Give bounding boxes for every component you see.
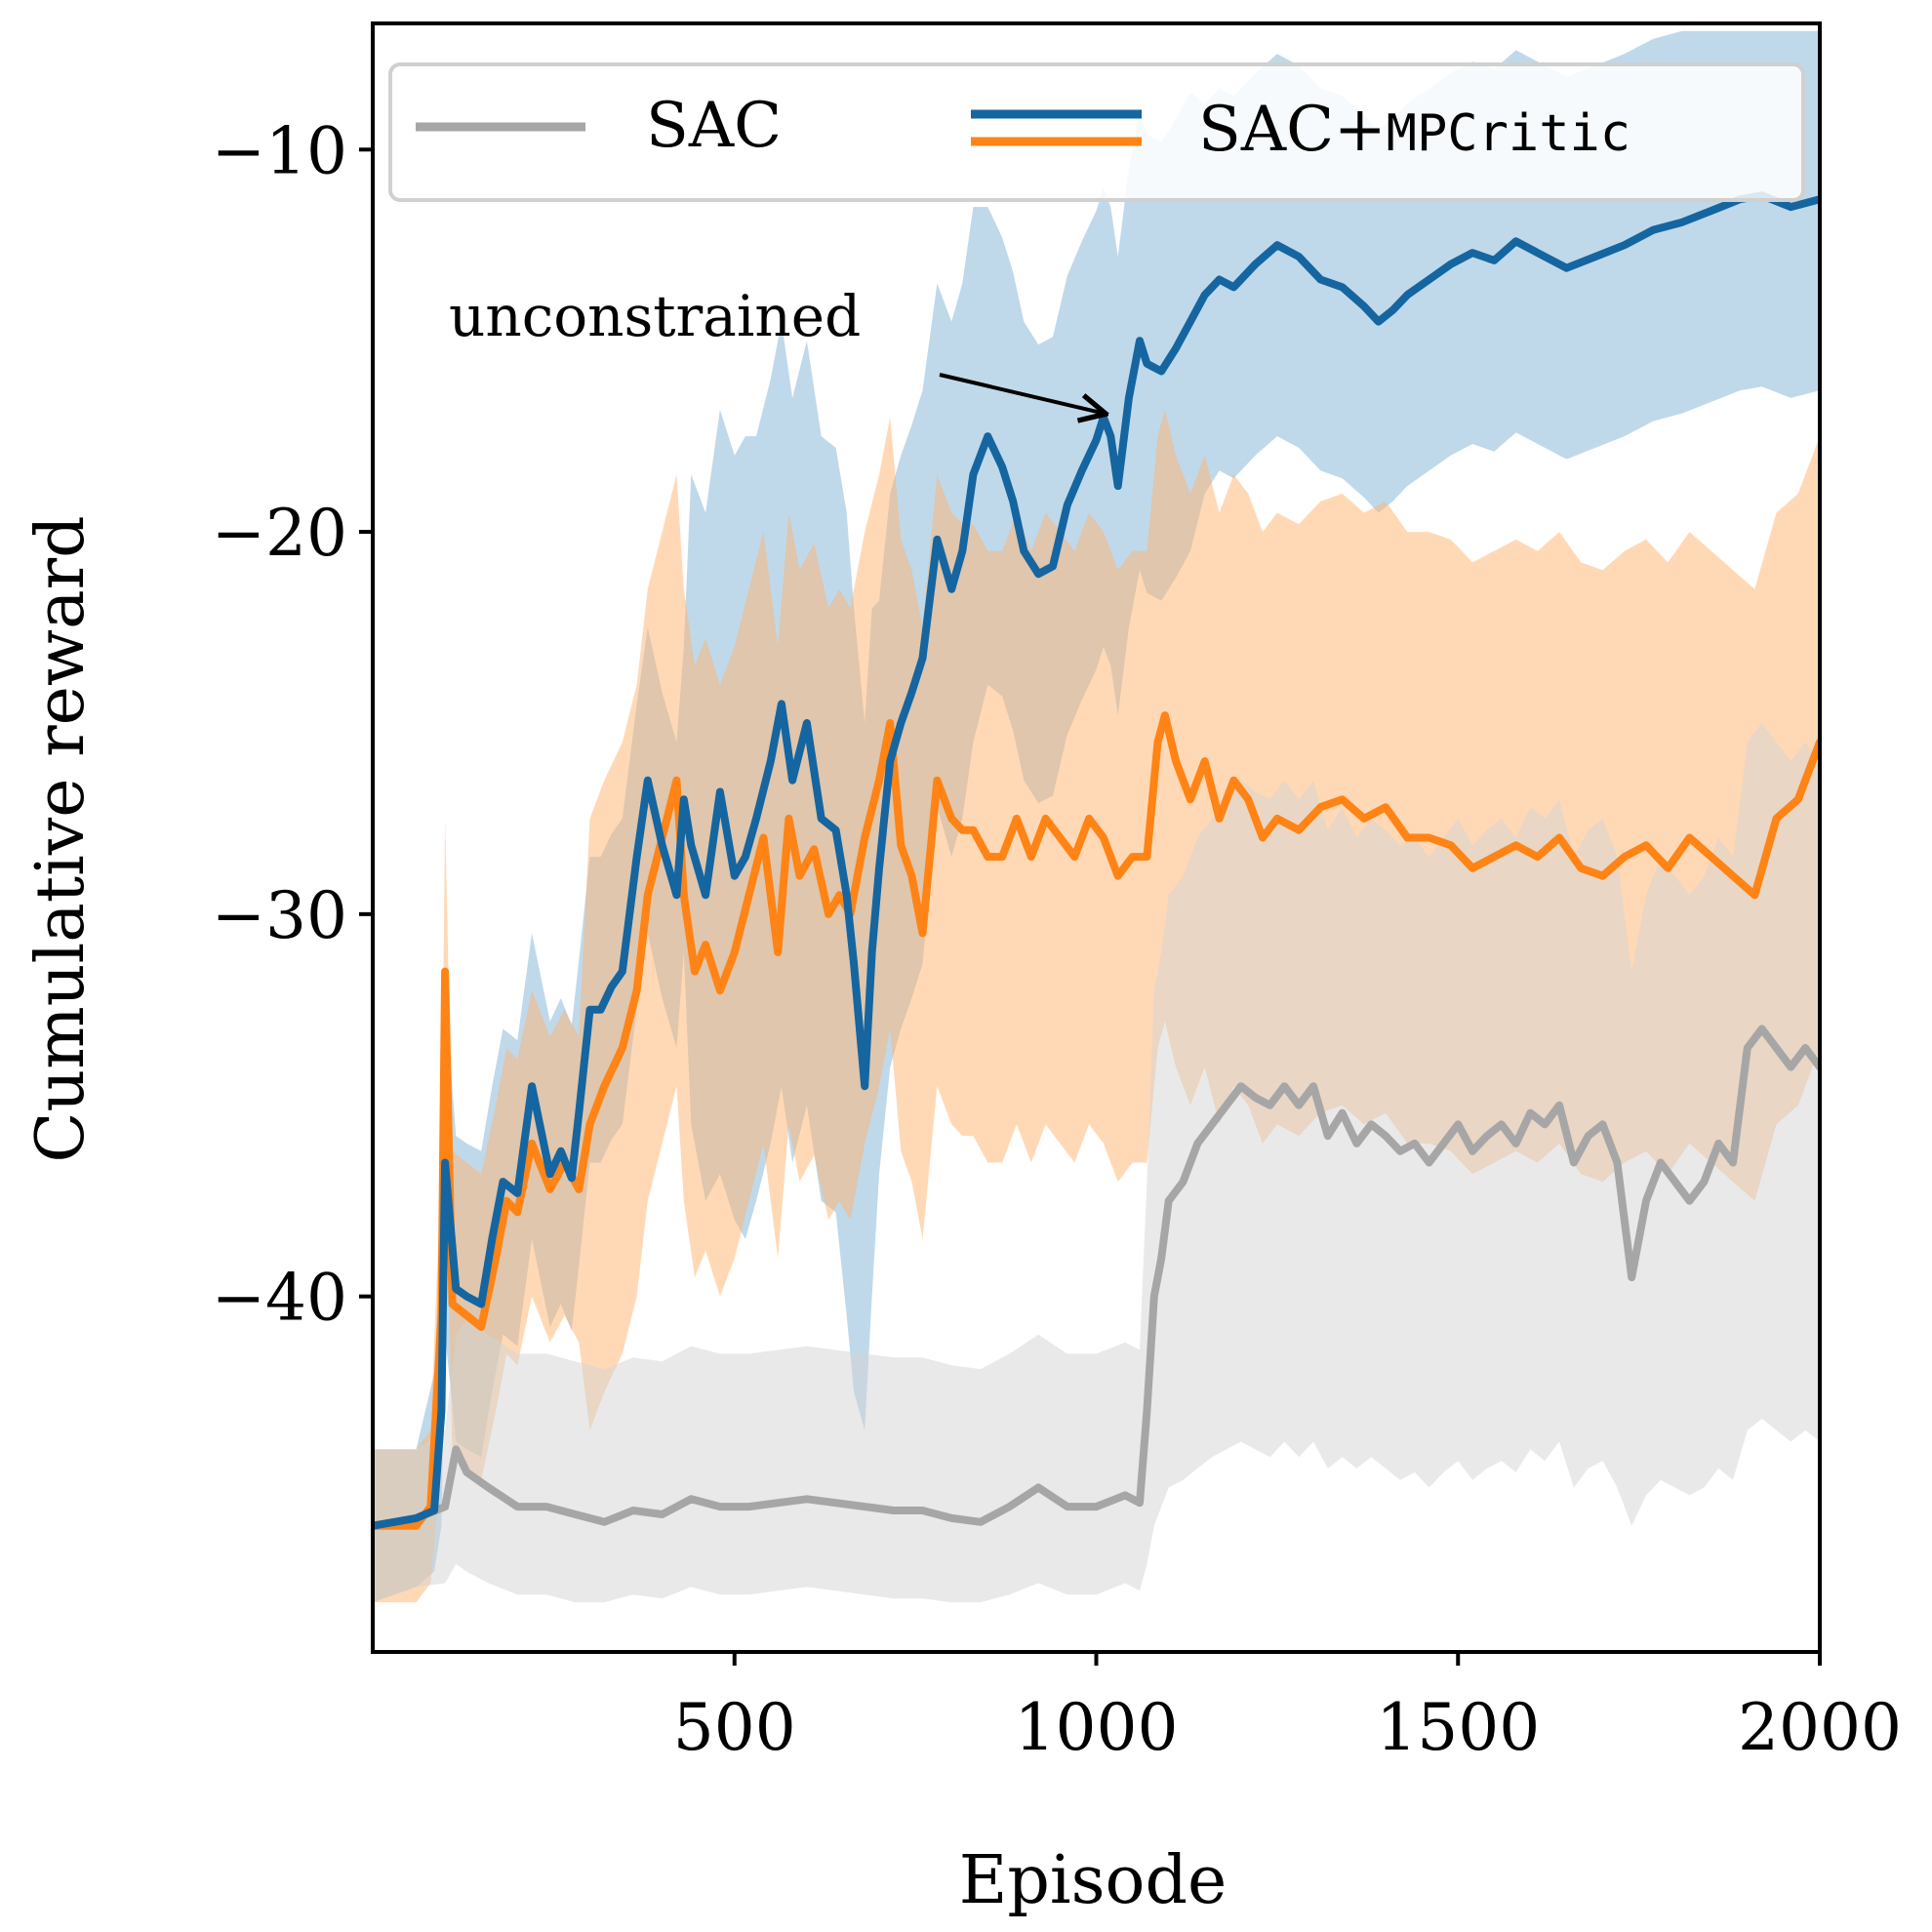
y-axis: −10 −20 −30 −40 (212, 113, 373, 1336)
band-sac-mpcritic (373, 409, 1820, 1603)
x-tick-label: 2000 (1738, 1690, 1902, 1765)
x-tick-label: 500 (673, 1690, 796, 1765)
x-tick-label: 1000 (1015, 1690, 1179, 1765)
x-axis-label: Episode (959, 1842, 1228, 1919)
annotation-arrow (939, 373, 1104, 414)
legend-label-prefix: SAC+ (1198, 94, 1387, 166)
y-tick-label: −10 (212, 113, 347, 188)
legend-box (388, 62, 1805, 202)
y-tick-label: −20 (212, 496, 347, 571)
band-sac (373, 723, 1820, 1603)
line-sac (373, 1025, 1820, 1530)
legend: SAC SAC+MPCritic (388, 62, 1805, 202)
annotation-text: unconstrained (449, 283, 861, 349)
x-tick-label: 1500 (1376, 1690, 1540, 1765)
x-axis: 500 1000 1500 2000 (673, 1652, 1902, 1765)
y-axis-label: Cumulative reward (22, 515, 100, 1162)
legend-label-mpcritic: SAC+MPCritic (1198, 94, 1630, 166)
y-tick-label: −30 (212, 878, 347, 953)
line-sac-mpcritic (373, 711, 1820, 1530)
line-sac-mpcritic-unconstrained (373, 191, 1820, 1530)
series-lines (373, 191, 1820, 1530)
y-tick-label: −40 (212, 1261, 347, 1336)
confidence-bands (373, 30, 1820, 1603)
legend-label-sac: SAC (646, 90, 782, 162)
legend-label-mono: MPCritic (1387, 104, 1630, 163)
